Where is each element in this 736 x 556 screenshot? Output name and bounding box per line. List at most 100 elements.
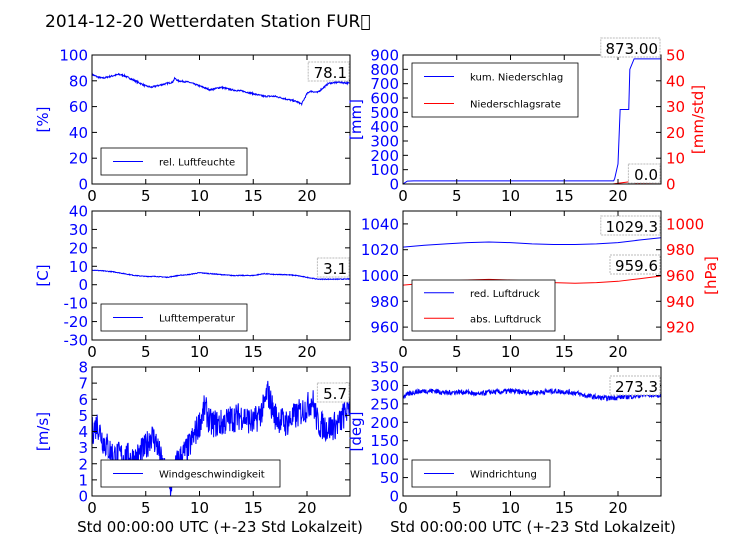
legend-entry: Windrichtung xyxy=(470,470,537,481)
y-tick-label: 400 xyxy=(370,118,399,136)
value-annotation: 78.1 xyxy=(314,64,347,82)
precipitation-panel: 0 5 10 15 2001002003004005006007008009000102… xyxy=(347,37,707,205)
y-tick-label: 960 xyxy=(370,319,399,337)
y-tick-label: 1040 xyxy=(361,215,399,233)
y-tick-label: 0 xyxy=(78,176,88,194)
y-tick-label: 3 xyxy=(78,439,88,457)
y-tick-label: 8 xyxy=(78,359,88,377)
wind-direction-panel: 0 5 10 15 20050100150200250300350[deg]273.3W… xyxy=(347,359,662,517)
y-tick-label: 100 xyxy=(370,451,399,469)
x-tick-label: 10 xyxy=(501,499,520,517)
y-tick-label: 800 xyxy=(370,61,399,79)
x-tick-label: 20 xyxy=(297,187,316,205)
y-tick-label: 300 xyxy=(370,377,399,395)
value-annotation-box xyxy=(600,215,661,236)
y-tick-label: 900 xyxy=(370,47,399,65)
y2-tick-label: 920 xyxy=(666,319,695,337)
y-tick-label: 1020 xyxy=(361,241,399,259)
y-axis-label: [deg] xyxy=(347,412,365,452)
y-axis-label: [m/s] xyxy=(34,412,52,451)
value-annotation-box xyxy=(609,254,661,275)
y2-tick-label: 10 xyxy=(666,150,685,168)
y-tick-label: -30 xyxy=(64,332,89,350)
value-annotation-box xyxy=(307,61,350,82)
plot-frame xyxy=(402,366,662,497)
x-tick-label: 5 xyxy=(452,187,462,205)
x-tick-label: 20 xyxy=(608,343,627,361)
x-tick-label: 10 xyxy=(501,187,520,205)
y-tick-label: 100 xyxy=(59,47,88,65)
y2-tick-label: 20 xyxy=(666,124,685,142)
x-tick-label: 10 xyxy=(190,499,209,517)
y-tick-label: 500 xyxy=(370,104,399,122)
x-axis-label-left: Std 00:00:00 UTC (+-23 Std Lokalzeit) xyxy=(77,518,363,536)
series-line-red-luftdruck xyxy=(403,237,661,248)
x-tick-label: 0 xyxy=(398,499,408,517)
y-tick-label: 100 xyxy=(370,161,399,179)
value-annotation-box xyxy=(316,257,350,278)
y-tick-label: 20 xyxy=(69,150,88,168)
x-tick-label: 5 xyxy=(452,499,462,517)
legend-entry: Lufttemperatur xyxy=(159,314,236,325)
y-tick-label: 50 xyxy=(380,469,399,487)
value-annotation: 273.3 xyxy=(615,378,658,396)
y-tick-label: 0 xyxy=(78,488,88,506)
legend-box xyxy=(411,279,556,332)
value-annotation-box xyxy=(600,37,661,58)
y-tick-label: 200 xyxy=(370,147,399,165)
y-tick-label: 7 xyxy=(78,375,88,393)
y-tick-label: 200 xyxy=(370,414,399,432)
y-tick-label: 350 xyxy=(370,359,399,377)
x-tick-label: 15 xyxy=(244,499,263,517)
value-annotation: 959.6 xyxy=(615,257,658,275)
x-tick-label: 10 xyxy=(190,187,209,205)
x-tick-label: 0 xyxy=(87,499,97,517)
x-tick-label: 20 xyxy=(608,187,627,205)
value-annotation: 3.1 xyxy=(323,260,347,278)
value-annotation: 873.00 xyxy=(606,40,659,58)
y-tick-label: 0 xyxy=(78,276,88,294)
y-tick-label: 6 xyxy=(78,391,88,409)
y-tick-label: 10 xyxy=(69,258,88,276)
y-tick-label: 600 xyxy=(370,90,399,108)
x-tick-label: 0 xyxy=(398,187,408,205)
x-tick-label: 15 xyxy=(244,187,263,205)
x-axis-label-right: Std 00:00:00 UTC (+-23 Std Lokalzeit) xyxy=(390,518,676,536)
x-tick-label: 15 xyxy=(244,343,263,361)
plot-frame xyxy=(91,210,351,341)
y-tick-label: 40 xyxy=(69,203,88,221)
series-line-rel-luftfeuchte xyxy=(92,72,350,107)
y-tick-label: 60 xyxy=(69,98,88,116)
legend-entry: abs. Luftdruck xyxy=(470,314,541,325)
plot-frame xyxy=(91,54,351,185)
wind-speed-panel: 0 5 10 15 20012345678[m/s]5.7Windgeschwindig… xyxy=(34,359,351,517)
y2-tick-label: 940 xyxy=(666,293,695,311)
humidity-panel: 0 5 10 15 20 0 20 40 60 80 100 [%] 78.1 rel. Luftfeuc… xyxy=(34,47,351,205)
y-tick-label: 1 xyxy=(78,471,88,489)
y-tick-label: 2 xyxy=(78,455,88,473)
y-tick-label: 980 xyxy=(370,293,399,311)
y2-tick-label: 30 xyxy=(666,98,685,116)
x-tick-label: 5 xyxy=(141,343,151,361)
x-tick-label: 5 xyxy=(141,499,151,517)
y-tick-label: 20 xyxy=(69,239,88,257)
y-tick-label: 250 xyxy=(370,395,399,413)
x-tick-label: 0 xyxy=(87,343,97,361)
value-annotation-box xyxy=(609,375,661,396)
y2-tick-label: 50 xyxy=(666,47,685,65)
legend-entry: Niederschlagsrate xyxy=(470,100,561,111)
y2-axis-label: [hPa] xyxy=(702,256,720,295)
y-tick-label: 300 xyxy=(370,133,399,151)
y-tick-label: -20 xyxy=(64,313,89,331)
x-tick-label: 0 xyxy=(398,343,408,361)
value-annotation-box xyxy=(627,163,661,184)
value-annotation: 0.0 xyxy=(634,166,658,184)
y-tick-label: 700 xyxy=(370,75,399,93)
x-tick-label: 15 xyxy=(555,499,574,517)
y-tick-label: 30 xyxy=(69,221,88,239)
y-tick-label: 5 xyxy=(78,407,88,425)
x-tick-label: 20 xyxy=(608,499,627,517)
x-tick-label: 10 xyxy=(190,343,209,361)
y-axis-label: [mm] xyxy=(347,99,365,140)
